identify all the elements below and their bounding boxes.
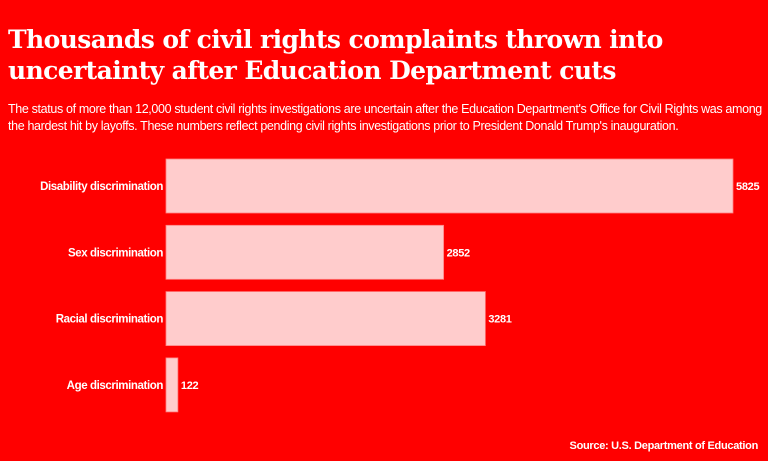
bar-1 xyxy=(165,224,445,280)
value-label: 122 xyxy=(181,380,199,392)
chart-subtitle: The status of more than 12,000 student c… xyxy=(8,102,762,133)
bar-2 xyxy=(165,291,486,347)
category-label: Age discrimination xyxy=(67,380,164,392)
chart-title: Thousands of civil rights complaints thr… xyxy=(8,25,663,85)
category-label: Racial discrimination xyxy=(56,314,164,326)
value-label: 3281 xyxy=(488,314,511,326)
category-label: Disability discrimination xyxy=(40,181,163,193)
value-label: 5825 xyxy=(736,181,759,193)
category-label: Sex discrimination xyxy=(68,247,163,259)
source-note: Source: U.S. Department of Education xyxy=(569,440,759,452)
bar-3 xyxy=(165,357,179,413)
bar-0 xyxy=(165,158,734,214)
value-label: 2852 xyxy=(447,247,470,259)
